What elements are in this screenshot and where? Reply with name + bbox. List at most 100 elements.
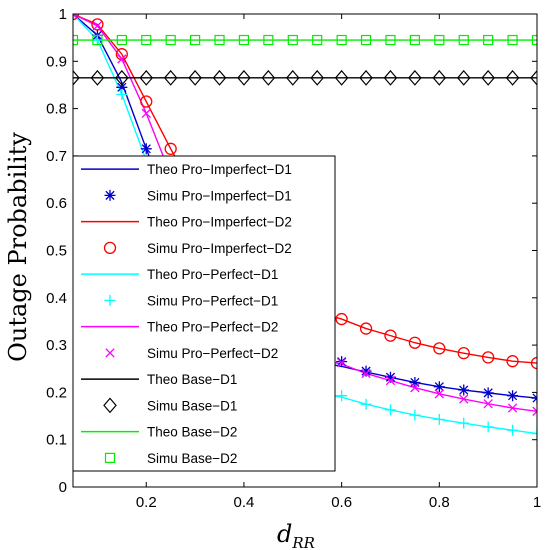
ticks-group: 0.2 0.4 0.6 0.8 1 0 0.1 0.2 0.3 0.4 0.5 0.6 0.7 0.8 0.… <box>46 6 541 511</box>
data-point-marker <box>73 14 78 19</box>
data-point-marker <box>141 34 152 46</box>
y-tick-label: 0.7 <box>46 148 67 165</box>
data-point-marker <box>190 34 201 46</box>
data-point-marker <box>212 69 227 86</box>
x-tick-label: 0.6 <box>331 494 352 511</box>
data-point-marker <box>409 34 420 46</box>
legend-marker-swatch <box>104 294 116 306</box>
y-tick-label: 0.5 <box>46 243 67 260</box>
data-point-marker <box>140 143 152 155</box>
data-point-marker <box>458 384 470 396</box>
series-11 <box>73 34 537 46</box>
data-point-marker <box>384 371 396 383</box>
legend-item: Simu Pro−Perfect−D2 <box>105 346 278 361</box>
x-tick-label: 0.2 <box>136 494 157 511</box>
legend-item: Simu Pro−Perfect−D1 <box>104 293 278 308</box>
legend-label: Simu Pro−Perfect−D2 <box>147 346 278 361</box>
data-point-marker <box>432 69 447 86</box>
data-point-marker <box>507 34 518 46</box>
data-point-marker <box>384 329 397 342</box>
data-point-marker <box>433 342 446 355</box>
x-axis-title-subscript: RR <box>291 534 315 550</box>
data-point-marker <box>336 356 348 368</box>
x-tick-label: 0.4 <box>234 494 255 511</box>
data-point-marker <box>482 421 494 433</box>
data-point-marker <box>336 34 347 46</box>
data-point-marker <box>483 399 493 409</box>
data-point-marker <box>408 336 422 349</box>
legend-item: Simu Base−D2 <box>104 451 237 466</box>
legend-label: Simu Base−D2 <box>147 451 237 466</box>
legend-marker-swatch <box>104 452 116 463</box>
data-point-marker <box>458 417 470 429</box>
legend-marker-swatch <box>103 397 117 414</box>
y-tick-label: 0.6 <box>46 195 67 212</box>
data-point-marker <box>287 34 298 46</box>
data-point-marker <box>360 398 372 410</box>
x-axis-title: dRR <box>277 520 315 550</box>
data-point-marker <box>163 69 178 86</box>
data-point-marker <box>73 69 80 86</box>
data-point-marker <box>458 34 469 46</box>
legend-label: Simu Pro−Perfect−D1 <box>147 293 278 308</box>
data-point-marker <box>531 34 537 46</box>
data-point-marker <box>532 406 537 416</box>
y-tick-label: 0.4 <box>46 290 67 307</box>
data-point-marker <box>385 375 396 386</box>
legend-marker-swatch <box>104 189 116 201</box>
data-point-marker <box>263 34 274 46</box>
data-point-marker <box>214 34 225 46</box>
data-point-marker <box>530 356 537 370</box>
legend-item: Simu Pro−Imperfect−D1 <box>104 188 292 203</box>
data-point-marker <box>459 394 469 404</box>
data-point-marker <box>434 389 444 399</box>
data-point-marker <box>116 34 127 46</box>
legend-marker-swatch <box>103 241 117 255</box>
legend: Theo Pro−Imperfect−D1 Simu Pro−Imperfect−… <box>72 155 336 472</box>
data-point-marker <box>482 387 494 399</box>
series-9 <box>73 69 537 86</box>
data-point-marker <box>91 34 103 46</box>
data-point-marker <box>312 34 323 46</box>
y-tick-label: 0.9 <box>46 53 67 70</box>
legend-label: Theo Pro−Imperfect−D1 <box>147 162 292 177</box>
data-point-marker <box>188 69 202 86</box>
legend-item: Theo Pro−Perfect−D2 <box>81 320 278 335</box>
plot-layer: 0.2 0.4 0.6 0.8 1 0 0.1 0.2 0.3 0.4 0.5 0.6 0.7 0.8 0.… <box>46 6 541 511</box>
data-point-marker <box>141 108 151 118</box>
data-point-marker <box>360 365 372 377</box>
data-point-marker <box>434 34 445 46</box>
data-point-marker <box>261 69 276 86</box>
data-point-marker <box>90 69 105 86</box>
data-point-marker <box>483 34 494 46</box>
data-point-marker <box>336 357 347 368</box>
data-point-marker <box>384 404 396 416</box>
data-point-marker <box>335 312 348 326</box>
data-point-marker <box>92 34 103 46</box>
data-point-marker <box>507 403 518 413</box>
data-point-marker <box>410 383 420 393</box>
data-point-marker <box>360 34 372 46</box>
y-tick-label: 0.8 <box>46 101 67 118</box>
data-point-marker <box>115 69 129 86</box>
data-point-marker <box>140 95 153 108</box>
data-point-marker <box>433 413 445 425</box>
legend-label: Theo Pro−Perfect−D1 <box>147 267 278 282</box>
x-tick-label: 0.8 <box>429 494 450 511</box>
data-point-marker <box>457 346 470 360</box>
x-axis-title-main: d <box>277 520 292 548</box>
data-point-marker <box>385 34 396 46</box>
legend-item: Theo Pro−Perfect−D1 <box>81 267 278 282</box>
data-point-marker <box>409 376 421 388</box>
data-point-marker <box>237 69 251 86</box>
legend-item: Theo Base−D2 <box>81 425 237 440</box>
data-point-marker <box>506 355 519 368</box>
x-tick-label: 1 <box>533 494 541 511</box>
legend-item: Simu Pro−Imperfect−D2 <box>103 241 292 256</box>
data-point-marker <box>408 69 422 86</box>
y-tick-label: 0.1 <box>46 432 67 449</box>
y-axis-title: Outage Probability <box>4 132 32 362</box>
data-point-marker <box>73 34 79 46</box>
legend-item: Simu Base−D1 <box>103 397 237 414</box>
legend-label: Simu Pro−Imperfect−D2 <box>147 241 292 256</box>
